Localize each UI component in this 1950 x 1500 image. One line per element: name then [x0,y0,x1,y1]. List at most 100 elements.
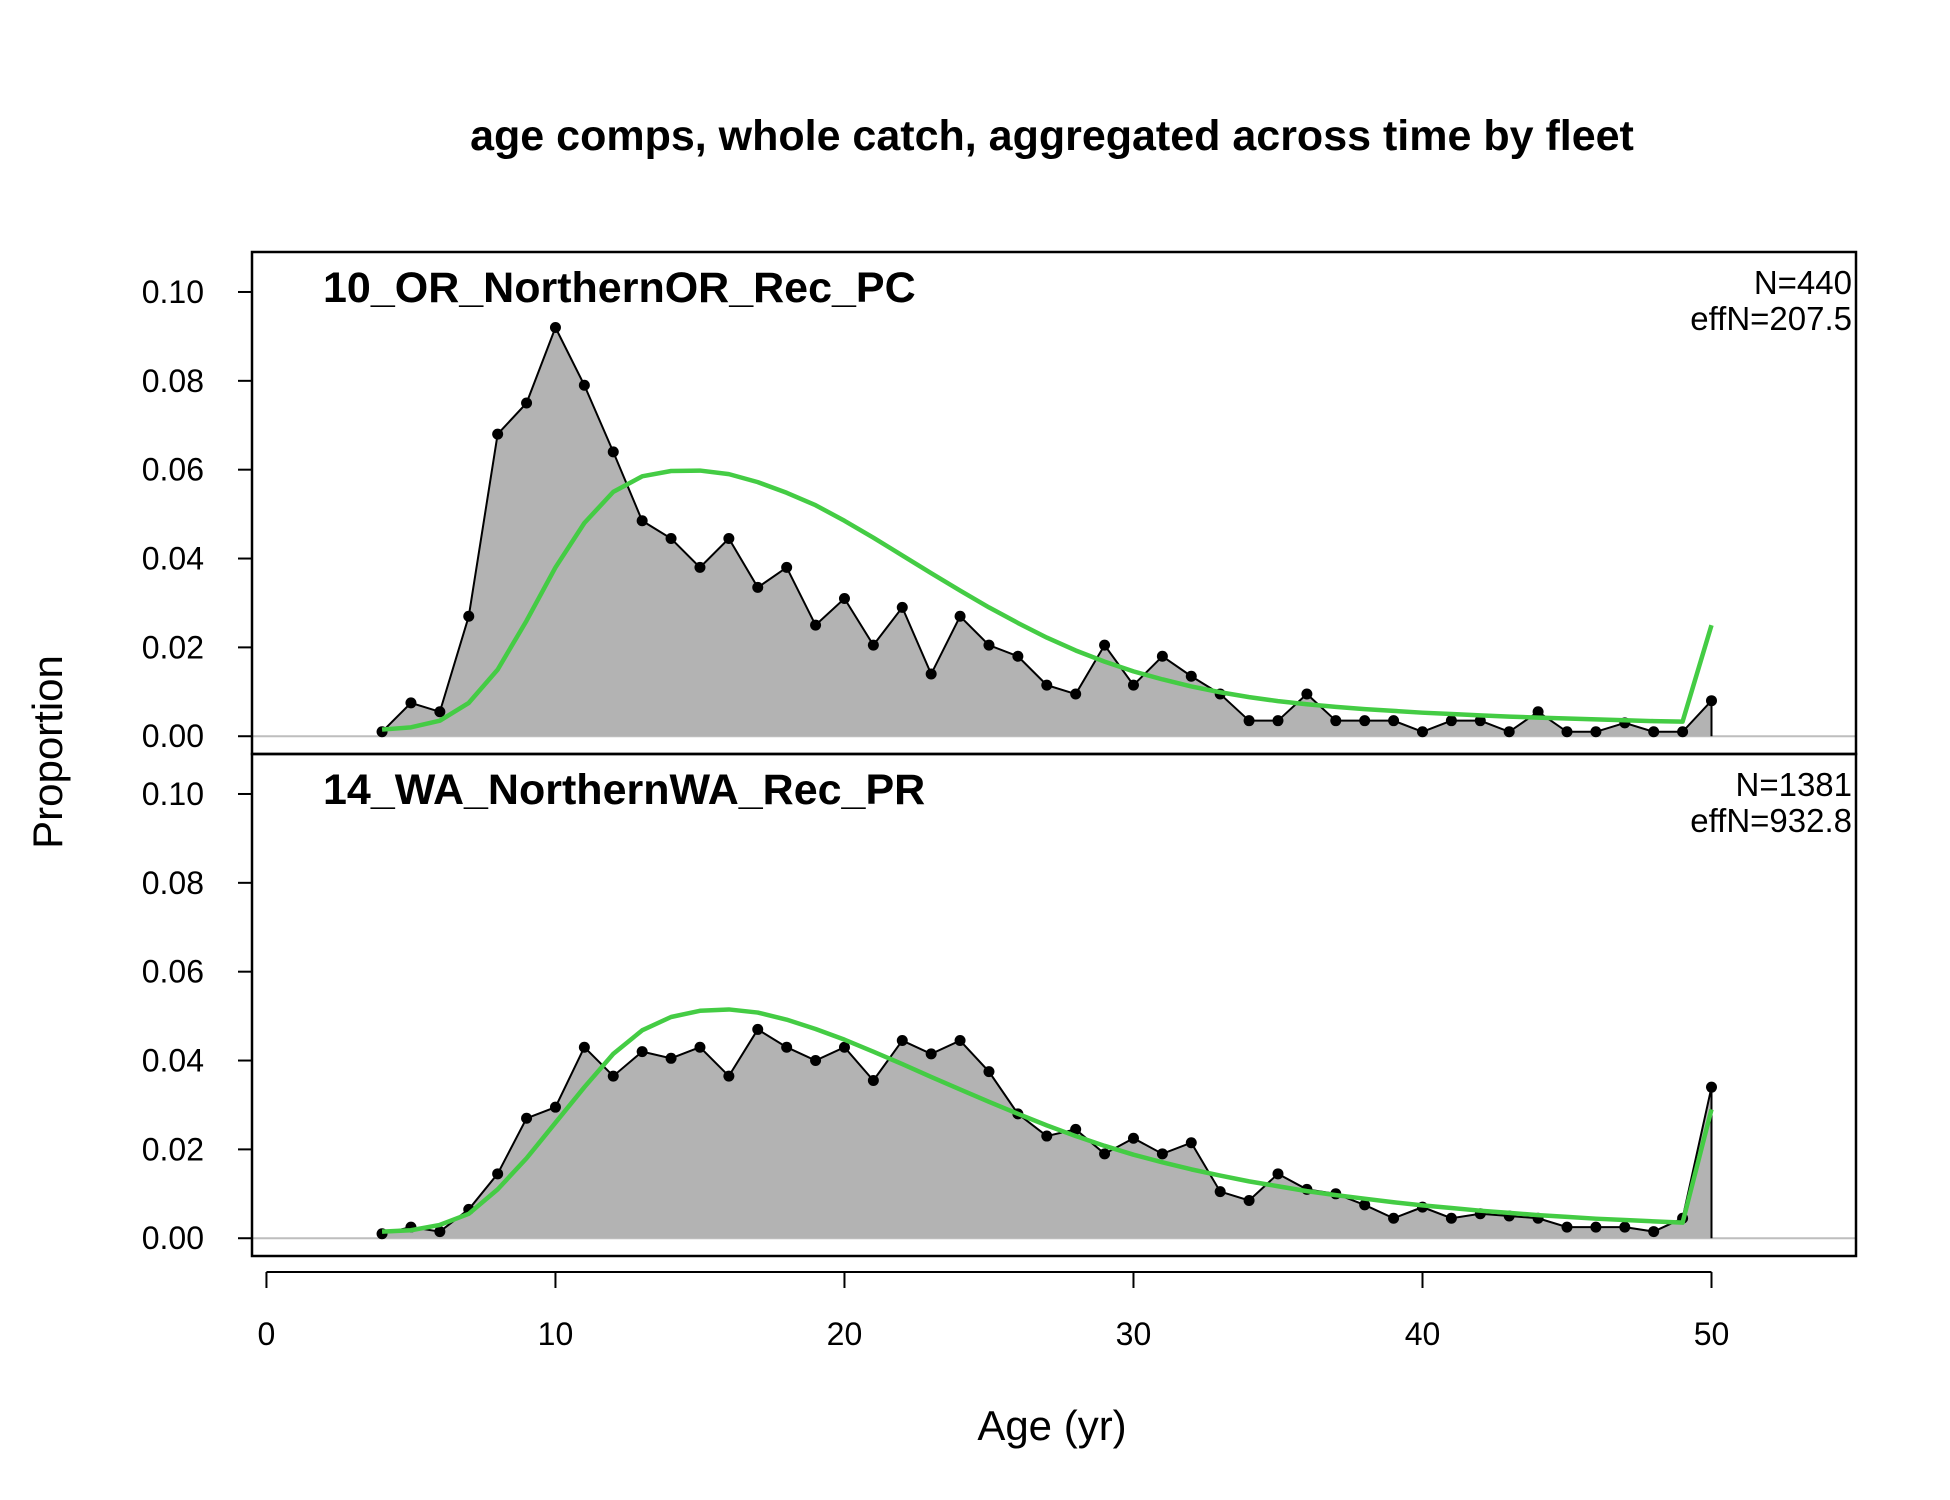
observed-point [925,668,937,680]
observed-point [578,1041,590,1053]
observed-point [1127,679,1139,691]
x-tick-label: 0 [258,1316,276,1352]
expected-line [381,1007,1714,1234]
observed-point [1185,670,1197,682]
observed-point [1532,706,1544,718]
observed-area [382,1029,1712,1239]
observed-point [492,1168,504,1180]
observed-point [1648,1226,1660,1238]
panel-wa-northern-rec: 0.00 0.02 0.04 0.06 0.08 0.10 14_WA_NorthernWA… [142,752,1858,1258]
observed-point [838,593,850,605]
observed-point [810,1055,822,1067]
observed-point [1070,688,1082,700]
y-tick-label: 0.08 [142,363,204,399]
observed-point [896,1035,908,1047]
y-tick-label: 0.02 [142,629,204,665]
observed-point [1445,715,1457,727]
observed-point [1416,726,1428,738]
sample-size-label: N=1381 [1735,766,1852,803]
chart-title: age comps, whole catch, aggregated acros… [470,112,1634,160]
observed-point [665,1052,677,1064]
observed-point [1156,650,1168,662]
observed-area [382,327,1712,737]
panel-fleet-label: 10_OR_NorthernOR_Rec_PC [323,264,916,312]
observed-point [549,322,561,334]
observed-point [665,533,677,545]
observed-point [492,428,504,440]
panel-or-northern-rec: 0.00 0.02 0.04 0.06 0.08 0.10 10_OR_NorthernOR… [142,250,1858,756]
y-axis-label: Proportion [24,655,71,849]
observed-point [1012,650,1024,662]
observed-point [1041,1130,1053,1142]
observed-point [607,1070,619,1082]
x-tick-label: 50 [1694,1316,1730,1352]
observed-point [1099,639,1111,651]
observed-point [521,1112,533,1124]
observed-point [867,639,879,651]
observed-point [1388,1212,1400,1224]
observed-point [1648,726,1660,738]
observed-point [723,1070,735,1082]
observed-point [636,515,648,527]
y-tick-label: 0.06 [142,452,204,488]
observed-point [1272,715,1284,727]
y-tick-label: 0.04 [142,1043,204,1079]
observed-point [434,706,446,718]
observed-point [521,397,533,409]
observed-point [925,1048,937,1060]
observed-point [1330,715,1342,727]
effective-n-label: effN=932.8 [1690,802,1852,839]
observed-point [1243,715,1255,727]
y-tick-label: 0.10 [142,274,204,310]
observed-point [578,379,590,391]
observed-point [896,601,908,613]
observed-point [1359,1199,1371,1211]
observed-point [1099,1148,1111,1160]
observed-point [1561,726,1573,738]
observed-point [1214,1186,1226,1198]
observed-point [1445,1212,1457,1224]
observed-point [1503,726,1515,738]
observed-point [867,1075,879,1087]
observed-point [434,1226,446,1238]
observed-point [1272,1168,1284,1180]
observed-point [1243,1194,1255,1206]
observed-point [1677,726,1689,738]
x-tick-label: 20 [827,1316,863,1352]
y-tick-label: 0.06 [142,954,204,990]
observed-point [1070,1123,1082,1135]
observed-point [405,697,417,709]
observed-point [752,1023,764,1035]
x-tick-label: 10 [538,1316,574,1352]
observed-point [983,639,995,651]
observed-point [723,533,735,545]
observed-point [954,1035,966,1047]
observed-point [1127,1132,1139,1144]
sample-size-label: N=440 [1754,264,1852,301]
observed-point [810,619,822,631]
observed-point [1590,1221,1602,1233]
observed-point [781,561,793,573]
observed-point [752,581,764,593]
y-tick-label: 0.10 [142,776,204,812]
observed-point [1388,715,1400,727]
observed-point [694,561,706,573]
effective-n-label: effN=207.5 [1690,300,1852,337]
y-tick-label: 0.08 [142,865,204,901]
observed-point [463,610,475,622]
x-tick-label: 30 [1116,1316,1152,1352]
panel-frame [250,752,1858,1258]
observed-point [1619,1221,1631,1233]
observed-point [1041,679,1053,691]
observed-point [781,1041,793,1053]
observed-point [1301,688,1313,700]
observed-point [954,610,966,622]
expected-line [381,468,1714,732]
observed-point [1185,1137,1197,1149]
observed-point [694,1041,706,1053]
y-tick-label: 0.02 [142,1131,204,1167]
observed-point [983,1066,995,1078]
observed-point [1561,1221,1573,1233]
y-tick-label: 0.04 [142,541,204,577]
